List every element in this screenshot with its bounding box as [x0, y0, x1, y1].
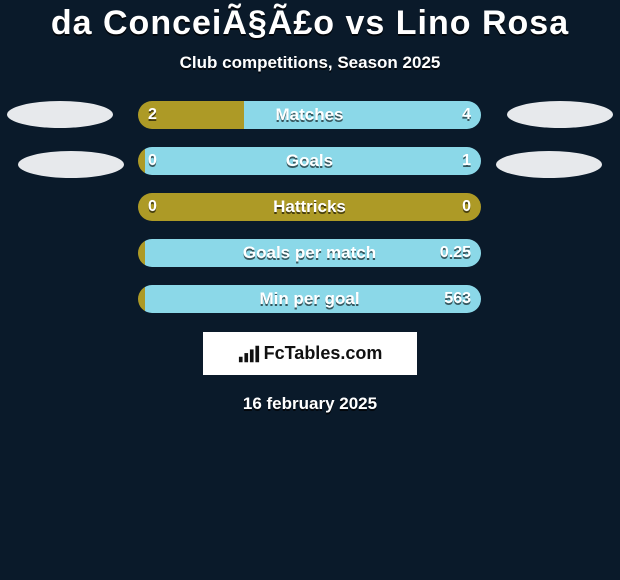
bar-left: [138, 193, 481, 221]
stat-row: Min per goal563: [0, 285, 620, 313]
comparison-infographic: da ConceiÃ§Ã£o vs Lino Rosa Club competi…: [0, 0, 620, 580]
brand-box[interactable]: FcTables.com: [202, 331, 418, 376]
bar-track: [138, 239, 481, 267]
page-title: da ConceiÃ§Ã£o vs Lino Rosa: [0, 4, 620, 43]
team-placeholder-oval: [18, 151, 124, 178]
subtitle: Club competitions, Season 2025: [0, 53, 620, 73]
bar-right: [145, 239, 481, 267]
bar-left: [138, 239, 145, 267]
team-placeholder-oval: [507, 101, 613, 128]
team-placeholder-oval: [7, 101, 113, 128]
bar-right: [145, 147, 481, 175]
stat-row: Hattricks00: [0, 193, 620, 221]
brand-text: FcTables.com: [264, 343, 383, 364]
bar-track: [138, 101, 481, 129]
bar-left: [138, 285, 145, 313]
bar-track: [138, 285, 481, 313]
bar-left: [138, 147, 145, 175]
bar-right: [244, 101, 481, 129]
stats-container: Matches24Goals01Hattricks00Goals per mat…: [0, 101, 620, 313]
date-text: 16 february 2025: [0, 394, 620, 414]
bar-right: [145, 285, 481, 313]
stat-row: Goals per match0.25: [0, 239, 620, 267]
bar-left: [138, 101, 244, 129]
team-placeholder-oval: [496, 151, 602, 178]
bar-track: [138, 193, 481, 221]
bar-track: [138, 147, 481, 175]
bar-chart-icon: [238, 344, 260, 364]
